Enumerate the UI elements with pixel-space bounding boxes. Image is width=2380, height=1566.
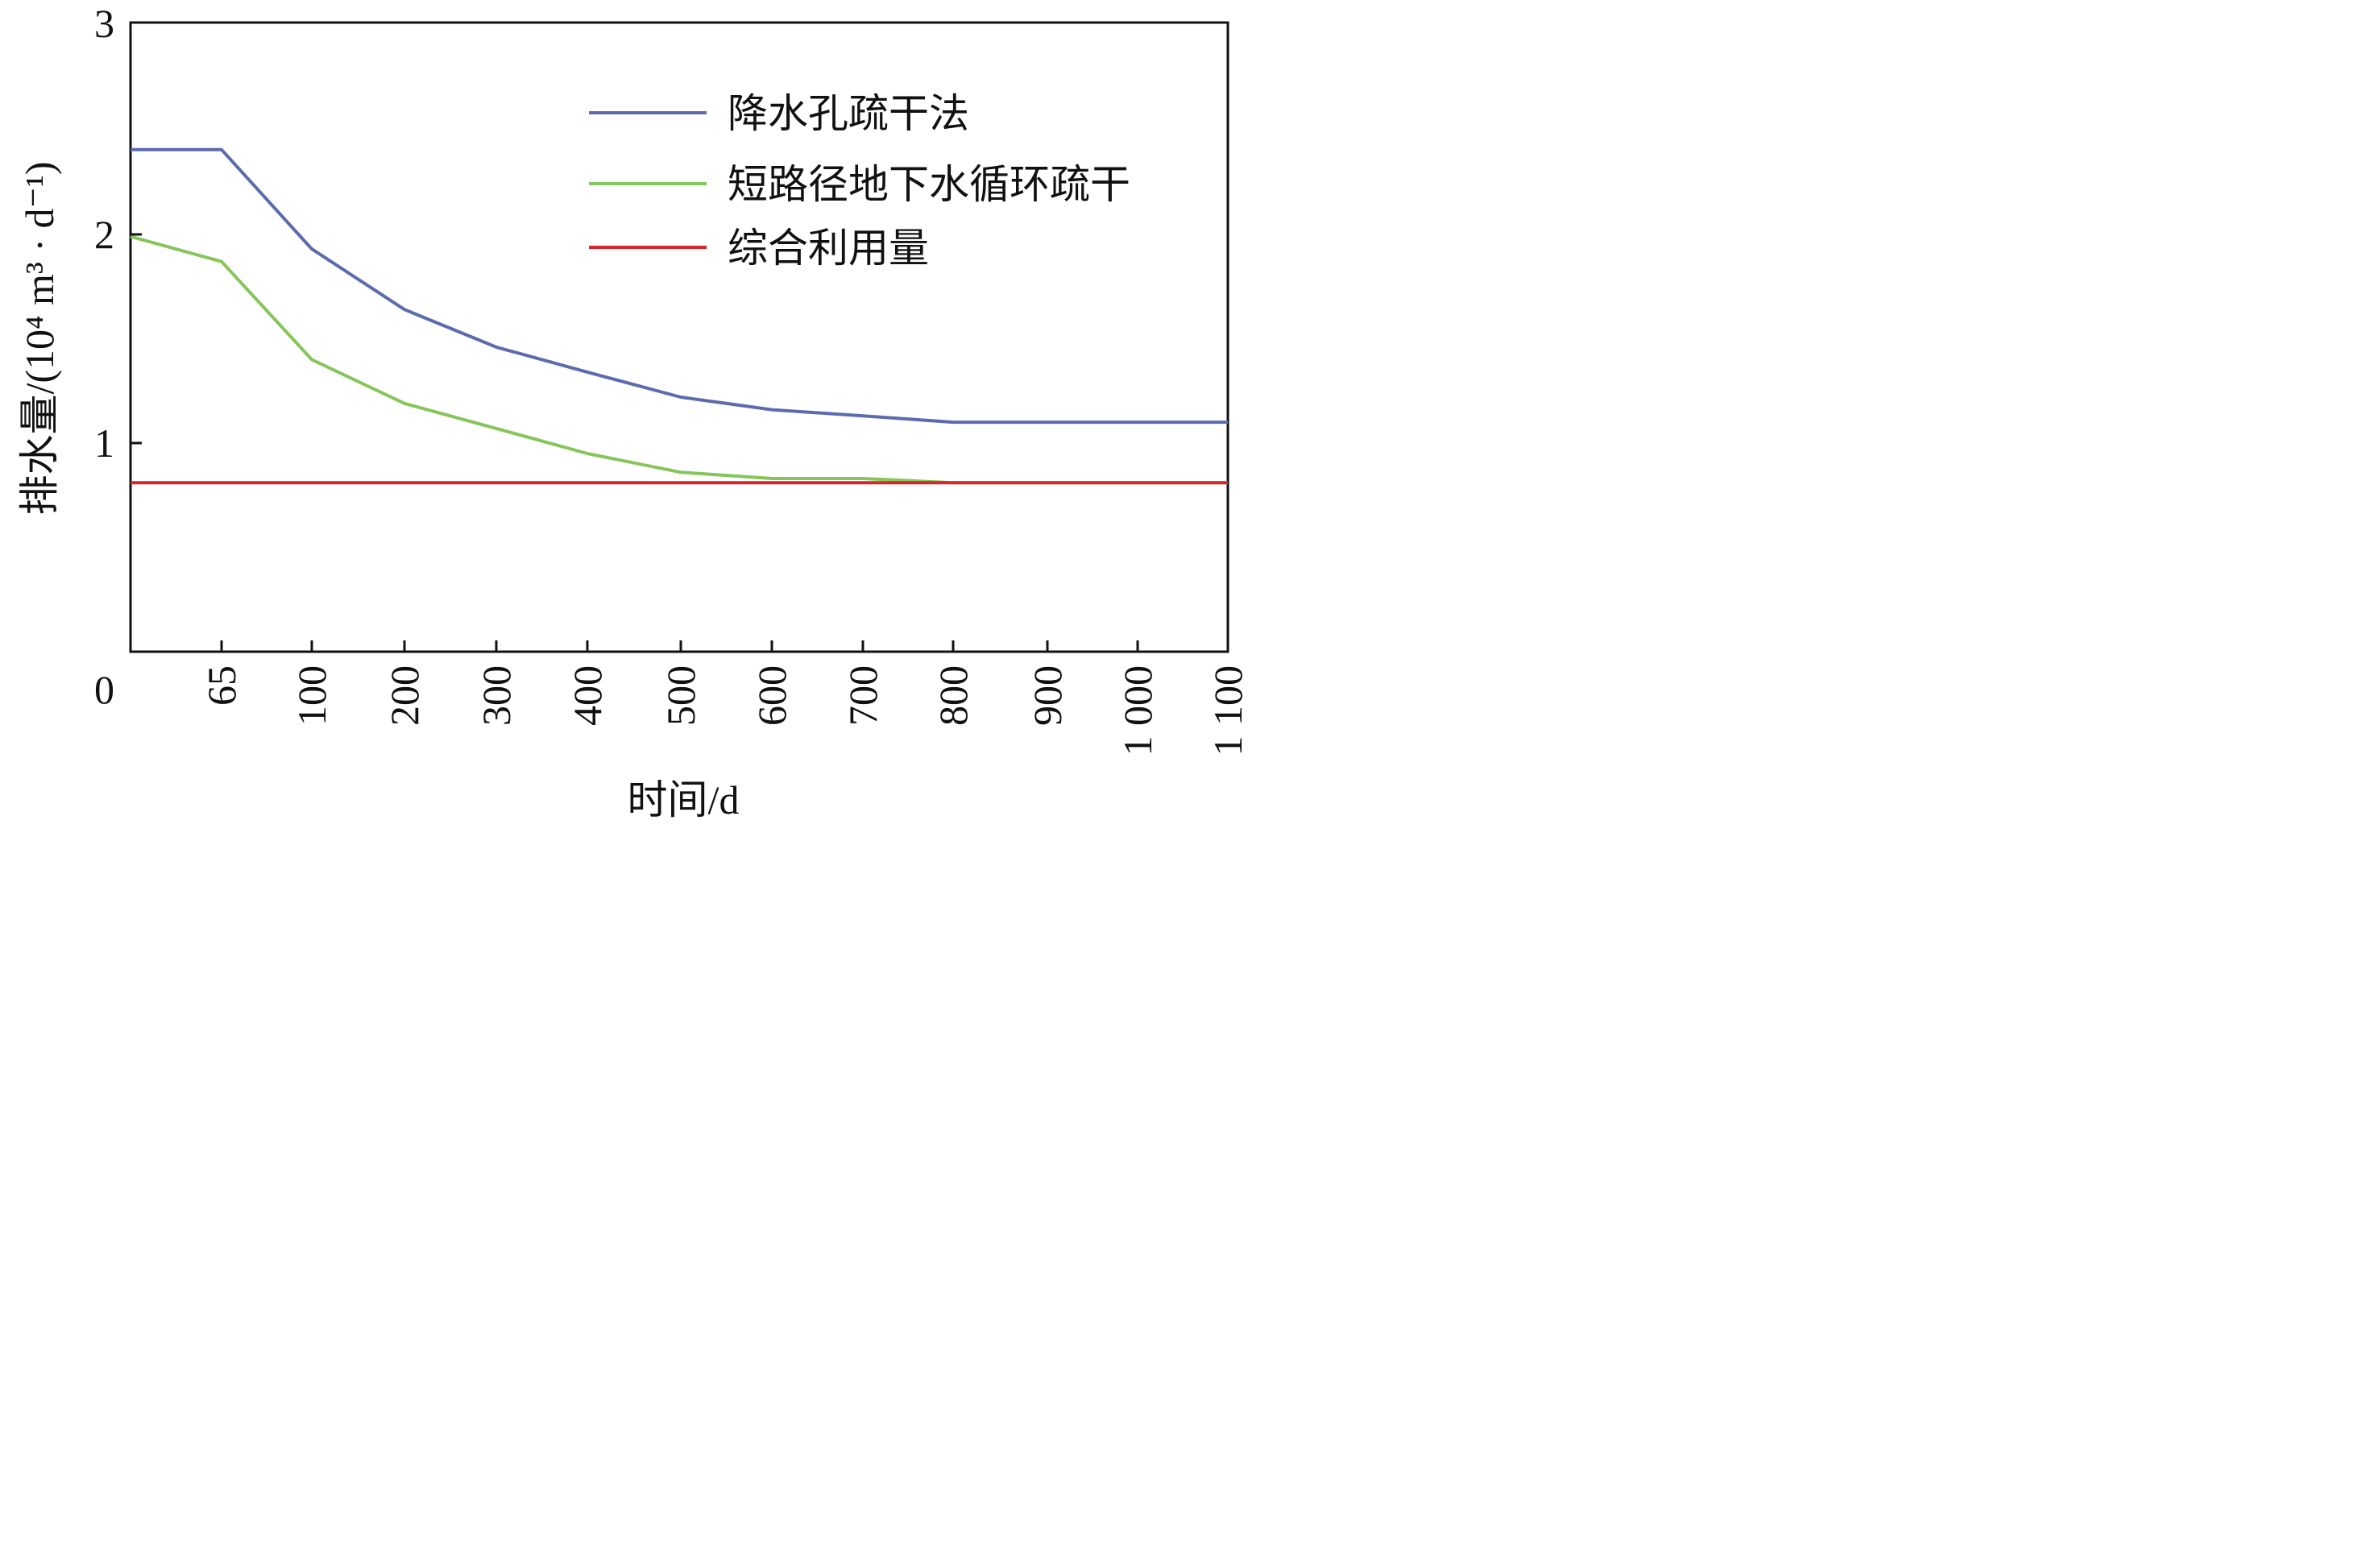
x-tick-label: 200 <box>382 665 427 726</box>
series-layer <box>130 147 1228 485</box>
y-axis-title: 排水量/(10⁴ m³ · d⁻¹) <box>17 161 62 515</box>
y-tick-label: 3 <box>94 1 114 46</box>
x-tick-label: 1 100 <box>1205 665 1250 756</box>
legend-item-2: 短路径地下水循环疏干 <box>589 161 1130 208</box>
x-tick-label: 900 <box>1025 665 1070 726</box>
series-line-1 <box>131 147 1228 425</box>
y-tick-label: 1 <box>94 420 114 466</box>
x-tick-label: 400 <box>565 665 610 726</box>
x-tick-label: 65 <box>199 665 244 706</box>
x-axis: 65 100 200 300 400 500 600 700 800 900 1 000 1 100 <box>199 640 1250 756</box>
legend-item-3: 综合利用量 <box>589 225 929 271</box>
series-line-2 <box>130 234 1228 485</box>
x-tick-label: 100 <box>289 665 334 726</box>
plot-frame <box>129 21 1229 653</box>
plot-area <box>129 21 1229 653</box>
legend-label: 综合利用量 <box>728 225 929 271</box>
legend-label: 降水孔疏干法 <box>728 90 969 137</box>
chart: 0 1 2 3 65 100 200 300 400 500 600 700 800 900 1 000 1… <box>17 1 1250 822</box>
legend-label: 短路径地下水循环疏干 <box>728 161 1130 208</box>
y-tick-label: 2 <box>94 212 114 257</box>
x-tick-label: 1 000 <box>1115 665 1160 756</box>
x-axis-title: 时间/d <box>628 777 740 822</box>
y-tick-label: 0 <box>94 667 114 712</box>
x-tick-label: 700 <box>840 665 885 726</box>
y-axis: 0 1 2 3 <box>94 1 142 712</box>
x-tick-label: 300 <box>474 665 519 726</box>
x-tick-label: 600 <box>749 665 794 726</box>
x-tick-label: 800 <box>931 665 976 726</box>
x-tick-label: 500 <box>658 665 703 726</box>
legend-item-1: 降水孔疏干法 <box>589 90 969 137</box>
